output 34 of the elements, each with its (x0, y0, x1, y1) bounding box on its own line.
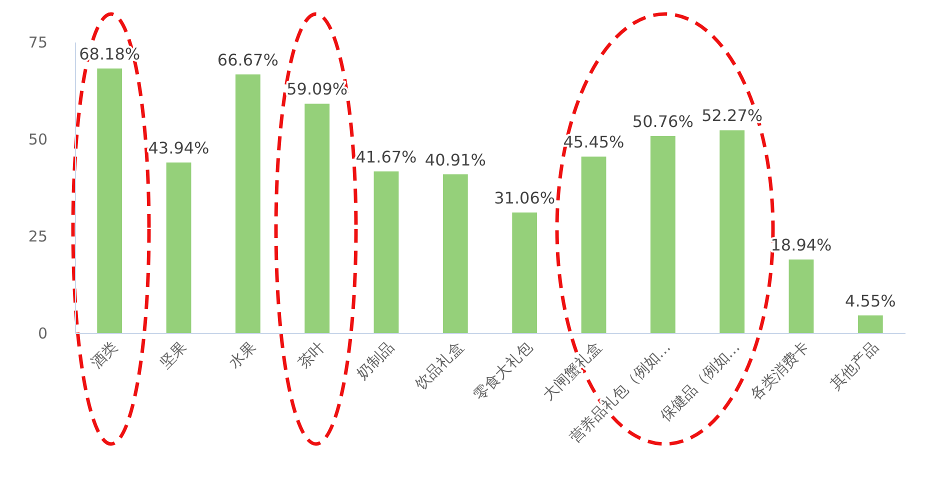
bar (374, 171, 399, 333)
data-label: 18.94% (770, 236, 832, 255)
data-label: 45.45% (563, 132, 624, 152)
bar (235, 74, 260, 333)
data-label: 50.76% (632, 112, 694, 132)
bar (166, 162, 192, 333)
y-tick-label: 0 (38, 324, 48, 342)
x-tick-label: 饮品礼盒 (410, 338, 467, 394)
bar (650, 136, 676, 333)
data-label: 43.94% (148, 138, 210, 158)
data-label: 31.06% (494, 188, 556, 208)
bar (97, 68, 122, 333)
data-label: 41.67% (356, 147, 417, 166)
data-label: 4.55% (845, 291, 896, 310)
x-tick-label: 茶叶 (294, 338, 328, 372)
x-tick-label: 水果 (225, 338, 260, 372)
bar (581, 156, 606, 333)
bar (512, 212, 538, 333)
bar (304, 104, 330, 333)
bar (720, 130, 745, 333)
bar (858, 315, 883, 333)
x-tick-label: 坚果 (156, 338, 190, 372)
x-tick-label: 酒类 (86, 338, 121, 372)
bar (788, 260, 814, 333)
data-label: 66.67% (217, 50, 278, 70)
bar (442, 174, 468, 333)
y-tick-label: 75 (28, 34, 48, 52)
x-tick-label: 各类消费卡 (746, 338, 813, 404)
x-tick-label: 其他产品 (826, 338, 882, 394)
data-label: 40.91% (424, 150, 486, 170)
y-tick-label: 50 (28, 130, 48, 148)
x-tick-label: 奶制品 (353, 338, 398, 383)
x-tick-label: 零食大礼包 (470, 338, 536, 404)
y-tick-label: 25 (28, 228, 48, 246)
